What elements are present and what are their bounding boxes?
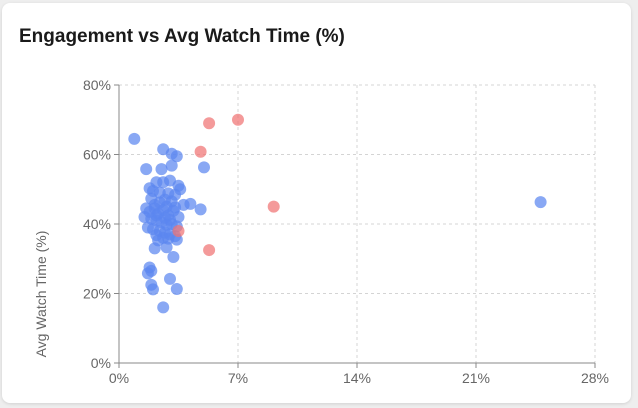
y-tick-label: 0%: [91, 355, 111, 371]
y-tick-label: 60%: [83, 147, 111, 163]
data-point-blue[interactable]: [141, 267, 154, 280]
y-tick-label: 80%: [83, 77, 111, 93]
data-point-blue[interactable]: [170, 150, 183, 163]
data-point-blue[interactable]: [157, 176, 170, 189]
data-point-blue[interactable]: [165, 159, 178, 172]
data-points: [128, 113, 547, 314]
data-point-blue[interactable]: [140, 163, 153, 176]
data-point-blue[interactable]: [128, 132, 141, 145]
data-point-blue[interactable]: [167, 251, 180, 264]
data-point-blue[interactable]: [184, 197, 197, 210]
x-tick-label: 28%: [581, 370, 609, 386]
x-tick-label: 21%: [462, 370, 490, 386]
data-point-red[interactable]: [203, 244, 216, 257]
data-point-blue[interactable]: [148, 242, 161, 255]
data-point-blue[interactable]: [147, 283, 159, 296]
data-point-red[interactable]: [172, 224, 185, 237]
y-tick-label: 40%: [83, 216, 111, 232]
grid: [119, 84, 596, 363]
chart-title: Engagement vs Avg Watch Time (%): [19, 26, 345, 47]
tick-labels: 0% 20% 40% 60% 80% 0% 7% 14% 21% 28%: [83, 77, 609, 386]
data-point-blue[interactable]: [170, 282, 183, 295]
data-point-blue[interactable]: [155, 163, 168, 176]
data-point-blue[interactable]: [160, 241, 173, 254]
data-point-red[interactable]: [203, 117, 216, 130]
data-point-blue[interactable]: [194, 203, 207, 216]
data-point-blue[interactable]: [164, 272, 176, 285]
x-tick-label: 7%: [228, 370, 248, 386]
data-point-blue[interactable]: [157, 301, 170, 314]
data-point-blue[interactable]: [164, 213, 176, 226]
data-point-red[interactable]: [232, 113, 244, 126]
data-point-blue[interactable]: [169, 201, 182, 214]
chart-card: Engagement vs Avg Watch Time (%): [2, 3, 631, 403]
data-point-blue[interactable]: [198, 161, 210, 174]
data-point-red[interactable]: [267, 200, 280, 213]
data-point-red[interactable]: [194, 145, 207, 158]
data-point-blue[interactable]: [534, 196, 547, 209]
y-axis-label: Avg Watch Time (%): [33, 231, 49, 358]
y-tick-label: 20%: [83, 286, 111, 302]
x-tick-label: 14%: [343, 370, 371, 386]
x-tick-label: 0%: [109, 370, 129, 386]
axes: [114, 84, 596, 368]
